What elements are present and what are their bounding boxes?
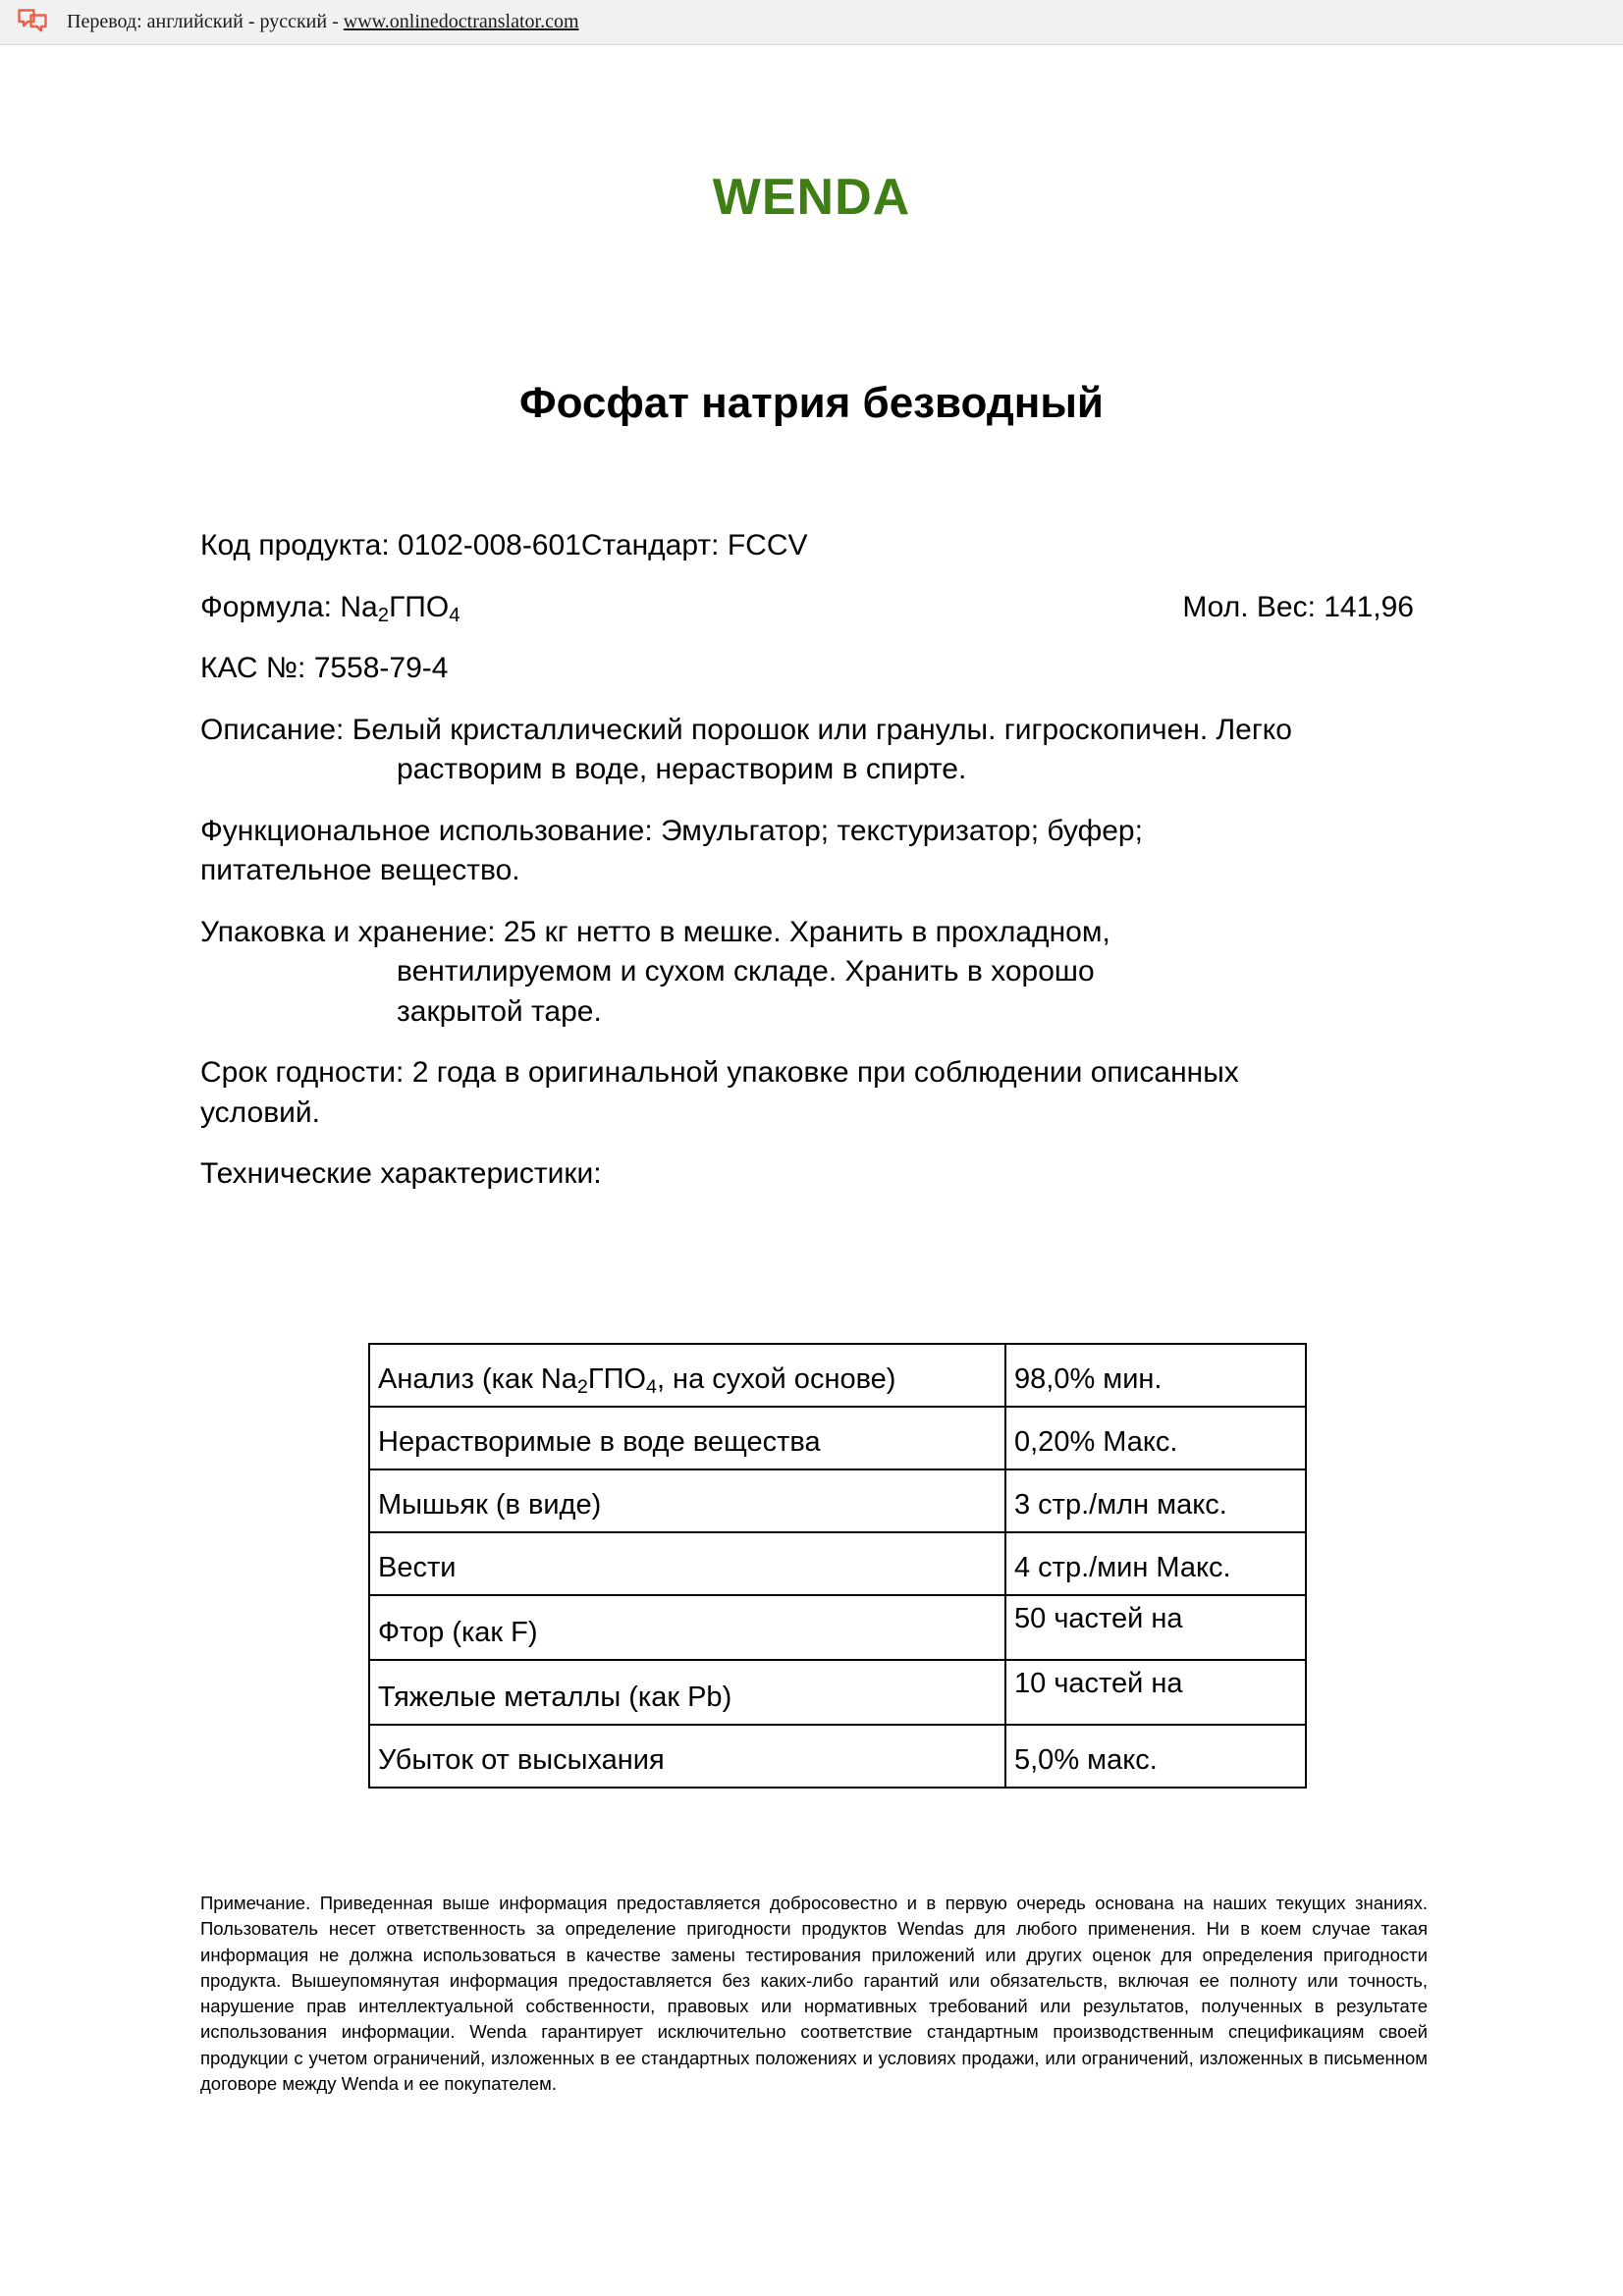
spec-name-cell: Анализ (как Na2ГПО4, на сухой основе) xyxy=(368,1343,1006,1408)
translator-prefix: Перевод: английский - русский - xyxy=(67,11,344,32)
spec-name-cell: Вести xyxy=(368,1531,1006,1596)
disclaimer-note: Примечание. Приведенная выше информация … xyxy=(200,1893,1428,2094)
spec-name-cell: Фтор (как F) xyxy=(368,1594,1006,1661)
shelf-life-line-1: Срок годности: 2 года в оригинальной упа… xyxy=(200,1056,1239,1089)
product-details: Код продукта: 0102-008-601Стандарт: FCCV… xyxy=(200,526,1428,1216)
translator-banner: Перевод: английский - русский - www.onli… xyxy=(0,0,1623,45)
spec-value-cell: 3 стр./млн макс. xyxy=(1004,1468,1307,1533)
description-block: Описание: Белый кристаллический порошок … xyxy=(200,711,1428,790)
description-line-2: растворим в воде, нерастворим в спирте. xyxy=(397,753,967,785)
translator-link[interactable]: www.onlinedoctranslator.com xyxy=(343,11,579,32)
spec-subscript-2: 2 xyxy=(576,1376,588,1399)
packaging-block: Упаковка и хранение: 25 кг нетто в мешке… xyxy=(200,913,1428,1033)
table-row: Мышьяк (в виде) 3 стр./млн макс. xyxy=(368,1468,1307,1533)
shelf-life-line-2: условий. xyxy=(200,1095,320,1129)
formula-group: Формула: Na2ГПО4 xyxy=(200,588,460,628)
molecular-weight: Мол. Вес: 141,96 xyxy=(1182,590,1414,623)
packaging-line-1: Упаковка и хранение: 25 кг нетто в мешке… xyxy=(200,915,1110,948)
cas-label: КАС №: xyxy=(200,652,306,684)
table-row: Убыток от высыхания 5,0% макс. xyxy=(368,1724,1307,1789)
spec-value-cell: 50 частей на xyxy=(1004,1594,1307,1661)
packaging-line-2: вентилируемом и сухом складе. Хранить в … xyxy=(397,955,1095,988)
table-row: Нерастворимые в воде вещества 0,20% Макс… xyxy=(368,1406,1307,1470)
spec-value-cell: 10 частей на xyxy=(1004,1659,1307,1726)
shelf-life-block: Срок годности: 2 года в оригинальной упа… xyxy=(200,1053,1428,1133)
product-code-line: Код продукта: 0102-008-601Стандарт: FCCV xyxy=(200,526,1428,566)
standard-label: Стандарт: xyxy=(580,529,720,561)
table-row: Фтор (как F) 50 частей на xyxy=(368,1594,1307,1661)
spec-name-cell: Нерастворимые в воде вещества xyxy=(368,1406,1006,1470)
formula-label: Формула: xyxy=(200,590,333,623)
functional-use-block: Функциональное использование: Эмульгатор… xyxy=(200,812,1428,891)
translate-bubbles-icon xyxy=(16,8,49,37)
spec-name-cell: Тяжелые металлы (как Pb) xyxy=(368,1659,1006,1726)
spec-name-cell: Мышьяк (в виде) xyxy=(368,1468,1006,1533)
cas-line: КАС №: 7558-79-4 xyxy=(200,649,1428,689)
formula-value: Na2ГПО4 xyxy=(340,590,460,626)
table-row: Тяжелые металлы (как Pb) 10 частей на xyxy=(368,1659,1307,1726)
specs-heading: Технические характеристики: xyxy=(200,1157,602,1190)
table-row: Анализ (как Na2ГПО4, на сухой основе) 98… xyxy=(368,1343,1307,1408)
spec-value-cell: 5,0% макс. xyxy=(1004,1724,1307,1789)
product-code-value: 0102-008-601 xyxy=(398,529,581,561)
specifications-table-wrapper: Анализ (как Na2ГПО4, на сухой основе) 98… xyxy=(368,1343,1307,1789)
page-title: Фосфат натрия безводный xyxy=(519,379,1104,427)
spec-subscript-4: 4 xyxy=(645,1376,657,1399)
packaging-line-3: закрытой таре. xyxy=(397,994,602,1028)
company-logo-text: WENDA xyxy=(712,169,911,226)
spec-value-cell: 98,0% мин. xyxy=(1004,1343,1307,1408)
specifications-table: Анализ (как Na2ГПО4, на сухой основе) 98… xyxy=(368,1343,1307,1789)
functional-use-line-2: питательное вещество. xyxy=(200,854,520,886)
standard-value: FCCV xyxy=(727,529,808,561)
functional-use-line-1: Функциональное использование: Эмульгатор… xyxy=(200,814,1143,847)
spec-name-cell: Убыток от высыхания xyxy=(368,1724,1006,1789)
product-code-label: Код продукта: xyxy=(200,529,390,561)
spec-value-cell: 4 стр./мин Макс. xyxy=(1004,1531,1307,1596)
cas-value: 7558-79-4 xyxy=(313,652,449,684)
formula-subscript-2: 2 xyxy=(377,604,390,626)
document-page: WENDA Фосфат натрия безводный Код продук… xyxy=(0,45,1623,2296)
formula-line: Формула: Na2ГПО4 Мол. Вес: 141,96 xyxy=(200,588,1428,628)
description-line-1: Описание: Белый кристаллический порошок … xyxy=(200,713,1292,746)
translator-label: Перевод: английский - русский - www.onli… xyxy=(67,11,579,33)
specifications-table-body: Анализ (как Na2ГПО4, на сухой основе) 98… xyxy=(368,1343,1307,1789)
spec-value-cell: 0,20% Макс. xyxy=(1004,1406,1307,1470)
formula-subscript-4: 4 xyxy=(449,604,460,626)
table-row: Вести 4 стр./мин Макс. xyxy=(368,1531,1307,1596)
